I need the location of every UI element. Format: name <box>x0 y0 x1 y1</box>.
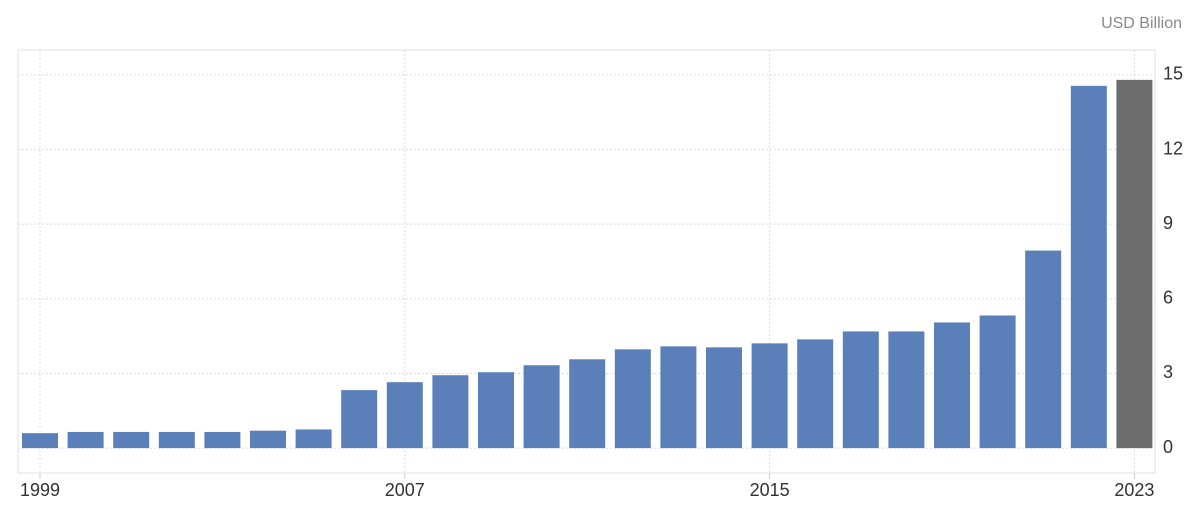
bar <box>706 347 742 449</box>
y-tick-label: 9 <box>1163 213 1173 233</box>
bar <box>614 349 651 449</box>
bar <box>888 331 925 449</box>
bar <box>979 315 1016 449</box>
bar <box>523 365 560 449</box>
bar <box>660 346 697 449</box>
bar <box>295 429 332 449</box>
x-tick-label: 2015 <box>750 480 790 500</box>
bar <box>341 390 378 449</box>
bar <box>751 343 788 449</box>
bar <box>113 431 150 449</box>
bar <box>250 430 286 449</box>
unit-label: USD Billion <box>1101 15 1182 32</box>
bar <box>934 322 970 449</box>
bar <box>432 375 469 449</box>
bar <box>386 382 423 449</box>
y-tick-label: 3 <box>1163 362 1173 382</box>
bar <box>158 431 195 449</box>
x-tick-label: 2007 <box>385 480 425 500</box>
bar <box>842 331 879 449</box>
x-tick-label: 2023 <box>1114 480 1154 500</box>
bar <box>204 431 241 449</box>
bar <box>569 359 606 449</box>
y-tick-label: 0 <box>1163 437 1173 457</box>
y-tick-label: 12 <box>1163 138 1183 158</box>
bar <box>1116 79 1153 449</box>
plot-frame <box>17 49 1156 474</box>
bar <box>797 339 834 449</box>
bar <box>22 433 58 449</box>
bar <box>1070 85 1107 449</box>
bar <box>478 372 514 449</box>
bar <box>1025 250 1062 449</box>
bar <box>67 431 104 449</box>
y-tick-label: 15 <box>1163 64 1183 84</box>
x-tick-label: 1999 <box>20 480 60 500</box>
y-tick-label: 6 <box>1163 288 1173 308</box>
